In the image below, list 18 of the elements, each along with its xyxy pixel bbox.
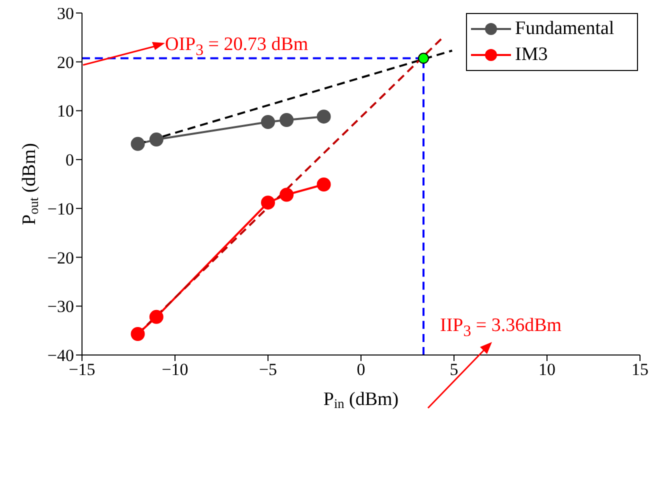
x-tick-label: 0 xyxy=(356,360,366,380)
x-tick-label: −10 xyxy=(162,360,188,380)
x-tick-label: 10 xyxy=(538,360,556,380)
y-tick-label: 20 xyxy=(57,52,74,72)
y-tick-label: 10 xyxy=(57,102,74,121)
legend-label: Fundamental xyxy=(515,17,614,41)
annotation: IIP$_{3}$ = 3.36dBm xyxy=(440,315,562,341)
x-axis-title: P$_{in}$ (dBm) xyxy=(323,389,399,412)
y-tick-label: 0 xyxy=(66,150,74,170)
x-tick-label: 15 xyxy=(632,360,648,380)
y-tick-label: 30 xyxy=(57,4,74,24)
y-tick-label: −10 xyxy=(47,199,74,218)
x-tick-label: −5 xyxy=(258,360,278,380)
x-tick-label: 5 xyxy=(450,360,458,380)
y-tick-label: −20 xyxy=(47,248,74,268)
y-tick-label: −30 xyxy=(47,297,74,316)
legend-label: IM3 xyxy=(515,43,548,67)
annotation: OIP$_{3}$ = 20.73 dBm xyxy=(165,34,308,60)
